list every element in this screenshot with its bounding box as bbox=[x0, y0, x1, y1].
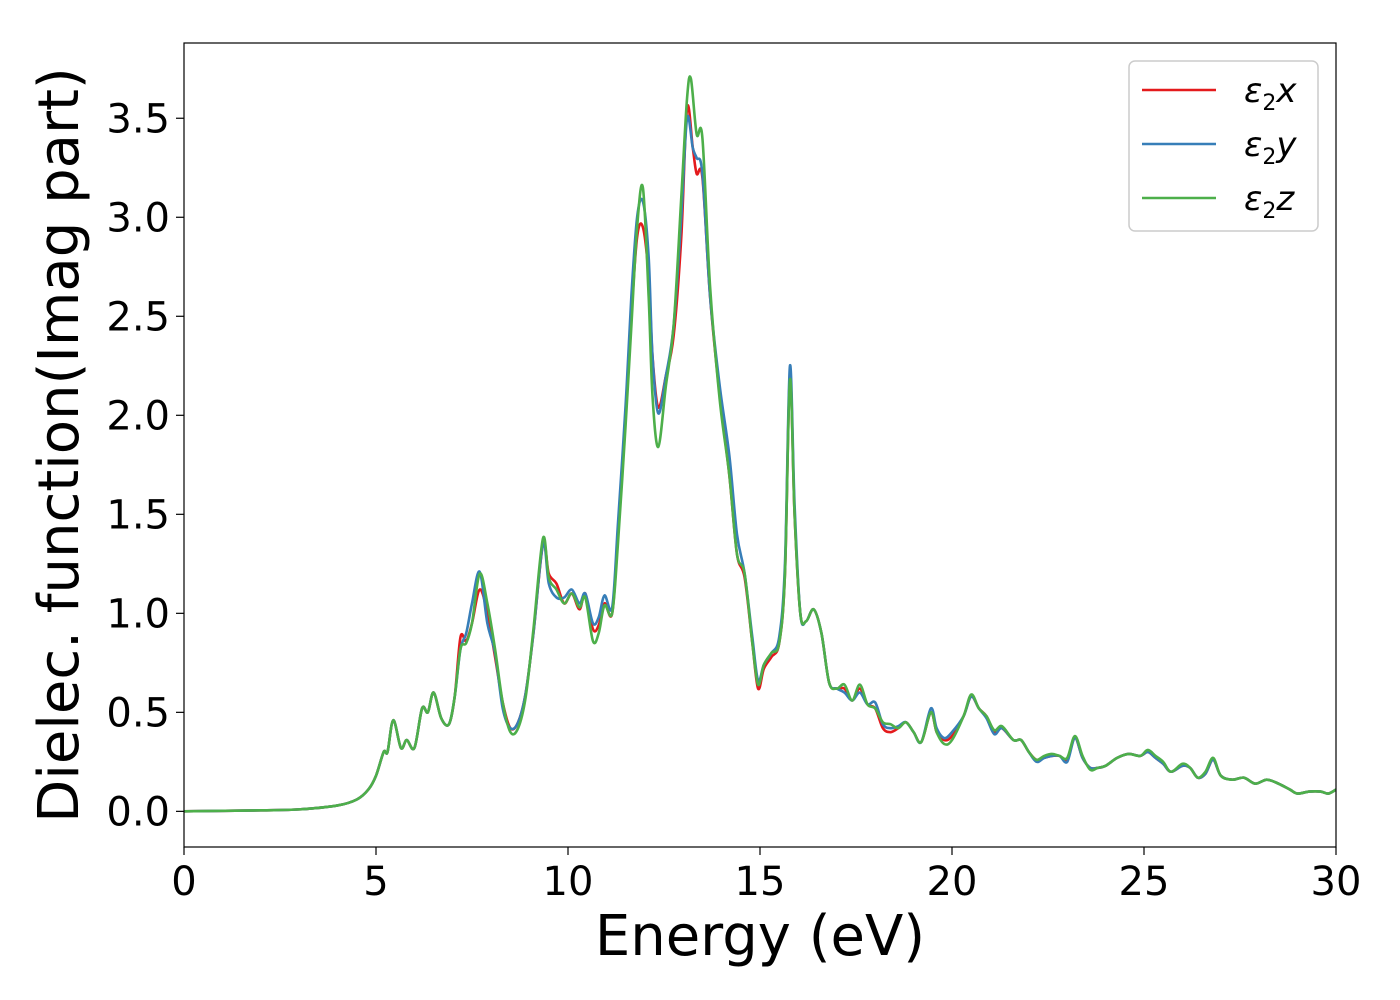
x-tick-label: 15 bbox=[735, 859, 786, 905]
legend: ε2x ε2y ε2z bbox=[1128, 60, 1319, 232]
y-tick-label: 1.0 bbox=[106, 591, 170, 637]
x-tick-label: 10 bbox=[543, 859, 594, 905]
legend-label-z: ε2z bbox=[1244, 179, 1295, 224]
legend-box bbox=[1128, 60, 1319, 232]
y-tick-label: 1.5 bbox=[106, 492, 170, 538]
y-tick-label: 2.0 bbox=[106, 393, 170, 439]
y-axis-title: Dielec. function(Imag part) bbox=[27, 67, 92, 823]
x-axis-title: Energy (eV) bbox=[595, 904, 925, 969]
x-tick-label: 20 bbox=[927, 859, 978, 905]
y-tick-label: 0.0 bbox=[106, 789, 170, 835]
y-axis: 0.0 0.5 1.0 1.5 2.0 2.5 3.0 3.5 bbox=[106, 96, 184, 835]
y-tick-label: 3.5 bbox=[106, 96, 170, 142]
series-layer bbox=[184, 75, 1336, 813]
x-tick-label: 0 bbox=[171, 859, 196, 905]
x-tick-label: 30 bbox=[1311, 859, 1362, 905]
series-line-z bbox=[184, 75, 1336, 813]
legend-label-x: ε2x bbox=[1244, 71, 1297, 116]
x-tick-label: 5 bbox=[363, 859, 388, 905]
y-tick-label: 2.5 bbox=[106, 294, 170, 340]
y-tick-label: 0.5 bbox=[106, 690, 170, 736]
x-tick-label: 25 bbox=[1119, 859, 1170, 905]
legend-label-y: ε2y bbox=[1244, 125, 1297, 170]
y-tick-label: 3.0 bbox=[106, 195, 170, 241]
x-axis: 0 5 10 15 20 25 30 bbox=[171, 847, 1361, 905]
